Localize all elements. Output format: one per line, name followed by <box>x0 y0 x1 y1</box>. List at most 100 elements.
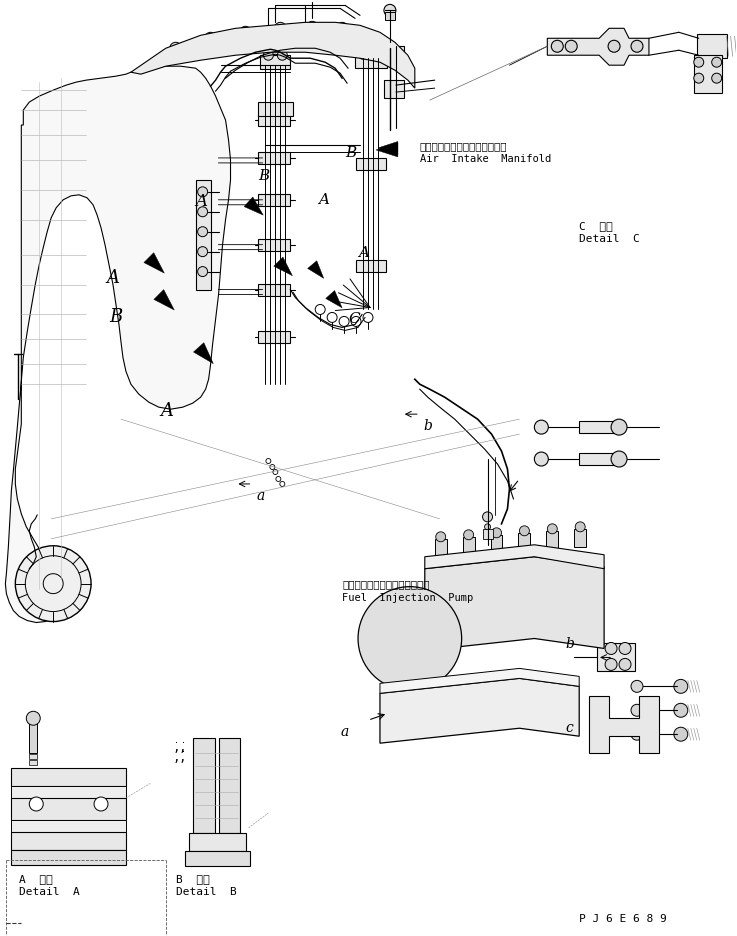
Circle shape <box>386 669 394 678</box>
Circle shape <box>172 46 178 52</box>
Circle shape <box>605 659 617 671</box>
Circle shape <box>436 533 446 542</box>
Circle shape <box>198 268 208 277</box>
Circle shape <box>373 51 383 60</box>
Bar <box>195 181 211 290</box>
Text: ,: , <box>172 740 181 753</box>
Text: フェルインジェクションポンプ: フェルインジェクションポンプ <box>342 579 430 589</box>
Bar <box>463 537 475 555</box>
Bar <box>259 115 290 127</box>
Circle shape <box>631 41 643 53</box>
Bar <box>483 529 492 539</box>
Circle shape <box>198 208 208 217</box>
Circle shape <box>336 23 348 36</box>
Bar <box>356 159 386 170</box>
Text: Detail  A: Detail A <box>19 885 80 896</box>
Bar <box>11 820 126 832</box>
Circle shape <box>339 26 345 32</box>
Bar <box>185 851 251 866</box>
Polygon shape <box>425 557 604 651</box>
Circle shape <box>242 30 248 37</box>
Bar <box>29 719 38 753</box>
Bar <box>382 47 404 59</box>
Text: b: b <box>565 636 574 651</box>
Circle shape <box>694 58 704 68</box>
Circle shape <box>631 728 643 740</box>
Text: Detail  C: Detail C <box>579 233 640 243</box>
Circle shape <box>674 704 688 718</box>
Text: A: A <box>318 193 329 207</box>
Bar <box>11 798 126 820</box>
Circle shape <box>339 317 349 327</box>
Polygon shape <box>380 668 579 694</box>
Circle shape <box>358 51 368 60</box>
Text: B: B <box>259 168 270 183</box>
Circle shape <box>619 659 631 671</box>
Circle shape <box>534 420 548 434</box>
Bar <box>259 195 290 207</box>
Circle shape <box>694 74 704 84</box>
Polygon shape <box>376 144 398 158</box>
Bar <box>11 768 126 786</box>
Circle shape <box>384 6 396 18</box>
Circle shape <box>433 706 443 715</box>
Circle shape <box>266 459 271 464</box>
Polygon shape <box>273 257 293 276</box>
Circle shape <box>509 706 518 715</box>
Bar <box>189 833 246 851</box>
Text: A: A <box>161 402 174 419</box>
Circle shape <box>575 522 585 533</box>
Bar <box>259 103 293 117</box>
Bar <box>259 332 290 344</box>
Bar <box>694 56 722 94</box>
Circle shape <box>436 661 444 668</box>
Circle shape <box>402 631 418 647</box>
Circle shape <box>368 622 377 629</box>
Bar <box>259 285 290 296</box>
Bar <box>355 55 387 69</box>
Text: C: C <box>348 312 360 326</box>
Text: A: A <box>106 269 119 286</box>
Bar <box>29 754 38 759</box>
Text: A: A <box>195 193 208 210</box>
Polygon shape <box>548 29 649 66</box>
Circle shape <box>358 587 461 691</box>
Circle shape <box>170 43 182 55</box>
Text: Air  Intake  Manifold: Air Intake Manifold <box>420 154 551 164</box>
Polygon shape <box>5 67 231 622</box>
Circle shape <box>395 706 405 715</box>
Text: B: B <box>345 146 356 160</box>
Circle shape <box>277 51 287 61</box>
Text: C  詳細: C 詳細 <box>579 221 613 230</box>
Circle shape <box>413 674 421 682</box>
Circle shape <box>208 37 214 42</box>
Bar <box>696 36 727 59</box>
Circle shape <box>413 595 421 604</box>
Polygon shape <box>380 679 579 743</box>
Polygon shape <box>307 261 324 279</box>
Circle shape <box>29 797 43 812</box>
Bar <box>11 832 126 850</box>
Circle shape <box>368 649 377 656</box>
Circle shape <box>674 680 688 694</box>
Circle shape <box>605 643 617 655</box>
Circle shape <box>263 51 273 61</box>
Circle shape <box>565 41 577 53</box>
Polygon shape <box>154 290 174 311</box>
Polygon shape <box>425 545 604 569</box>
Bar <box>450 571 466 589</box>
Text: エアーインテークマニホールド: エアーインテークマニホールド <box>420 140 507 151</box>
Bar <box>574 529 586 548</box>
Circle shape <box>611 451 627 467</box>
Circle shape <box>280 482 284 487</box>
Circle shape <box>327 314 337 323</box>
Bar <box>11 850 126 865</box>
Bar <box>579 422 614 433</box>
Circle shape <box>619 643 631 655</box>
Bar <box>472 571 488 589</box>
Circle shape <box>546 706 556 715</box>
Bar <box>494 571 509 589</box>
Bar <box>219 739 240 833</box>
Bar <box>11 786 126 798</box>
Circle shape <box>307 22 318 35</box>
